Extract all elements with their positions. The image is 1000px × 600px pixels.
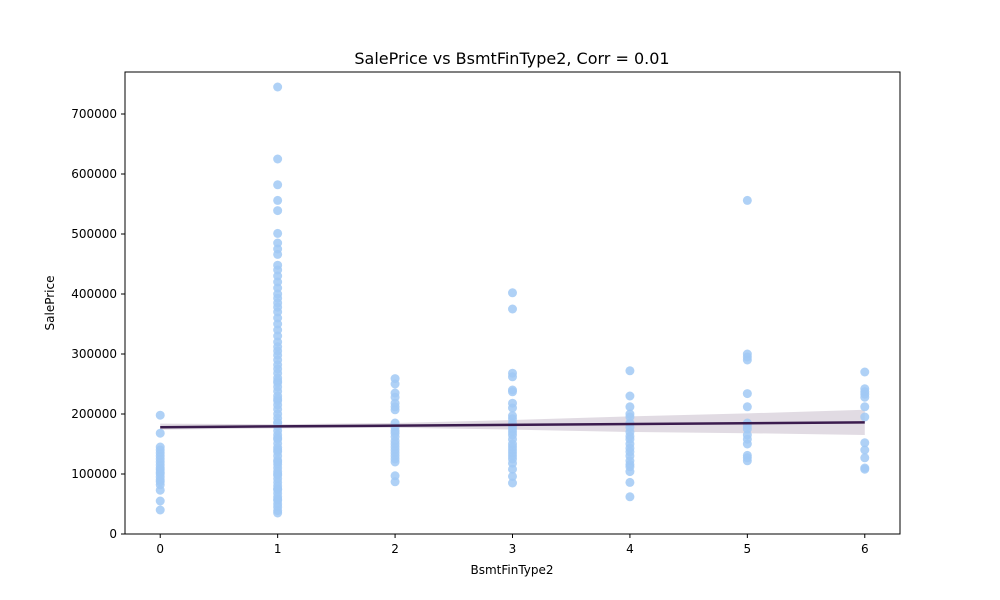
scatter-point [273, 484, 283, 494]
scatter-point [860, 367, 870, 377]
scatter-point [273, 394, 283, 404]
x-tick-label: 0 [156, 542, 164, 556]
points-layer [155, 82, 870, 518]
scatter-point [155, 410, 165, 420]
y-tick-label: 0 [109, 527, 117, 541]
scatter-point [860, 453, 870, 463]
scatter-point [273, 494, 283, 504]
y-tick-label: 500000 [71, 227, 117, 241]
y-axis-ticks: 0 100000 200000 300000 400000 500000 600000 700… [71, 107, 125, 541]
scatter-point [508, 304, 517, 314]
scatter-point [273, 249, 283, 259]
scatter-point [860, 445, 870, 455]
scatter-point [273, 433, 283, 443]
scatter-point [742, 456, 752, 466]
x-tick-label: 2 [391, 542, 399, 556]
scatter-point [508, 464, 517, 474]
scatter-point [273, 508, 283, 518]
y-tick-label: 100000 [71, 467, 117, 481]
scatter-point [508, 387, 517, 397]
scatter-point [860, 438, 870, 448]
x-tick-label: 3 [509, 542, 517, 556]
x-tick-label: 6 [861, 542, 869, 556]
scatter-point [273, 469, 283, 479]
scatter-point [273, 376, 283, 386]
scatter-point [390, 379, 400, 389]
regression-line-layer [160, 421, 865, 429]
scatter-point [742, 389, 752, 399]
scatter-point [155, 496, 165, 506]
y-tick-label: 400000 [71, 287, 117, 301]
scatter-point [508, 288, 517, 298]
scatter-point [508, 471, 517, 481]
scatter-point [155, 428, 165, 438]
scatter-point [273, 180, 283, 190]
scatter-point [625, 402, 635, 412]
scatter-point [273, 154, 283, 164]
x-tick-label: 5 [744, 542, 752, 556]
scatter-point [860, 392, 870, 402]
y-tick-label: 200000 [71, 407, 117, 421]
chart-title: SalePrice vs BsmtFinType2, Corr = 0.01 [354, 49, 669, 68]
scatter-point [273, 82, 283, 92]
scatter-point [625, 492, 635, 502]
x-tick-label: 1 [274, 542, 282, 556]
x-axis-ticks: 0 1 2 3 4 5 6 [156, 534, 869, 556]
x-tick-label: 4 [626, 542, 634, 556]
scatter-point [625, 467, 635, 477]
scatter-point [390, 405, 400, 415]
x-axis-label: BsmtFinType2 [470, 563, 553, 577]
scatter-point [742, 355, 752, 365]
regression-line [160, 421, 865, 429]
scatter-point [273, 195, 283, 205]
scatter-point [508, 478, 517, 488]
y-tick-label: 300000 [71, 347, 117, 361]
scatter-point [155, 505, 165, 515]
scatter-point [155, 485, 165, 495]
scatter-point [625, 366, 635, 376]
y-tick-label: 700000 [71, 107, 117, 121]
y-tick-label: 600000 [71, 167, 117, 181]
scatter-point [625, 477, 635, 487]
scatter-point [860, 402, 870, 412]
scatter-point [390, 457, 400, 467]
scatter-point [860, 412, 870, 422]
scatter-point [390, 477, 400, 487]
scatter-point [508, 372, 517, 382]
scatter-point [273, 445, 283, 455]
scatter-point [742, 439, 752, 449]
scatter-point [273, 228, 283, 238]
y-axis-label: SalePrice [43, 276, 57, 331]
scatter-point [273, 206, 283, 216]
scatter-point [860, 464, 870, 474]
scatter-point [625, 391, 635, 401]
scatter-point [508, 403, 517, 413]
scatter-point [273, 457, 283, 467]
scatter-point [742, 402, 752, 412]
scatter-point [742, 195, 752, 205]
